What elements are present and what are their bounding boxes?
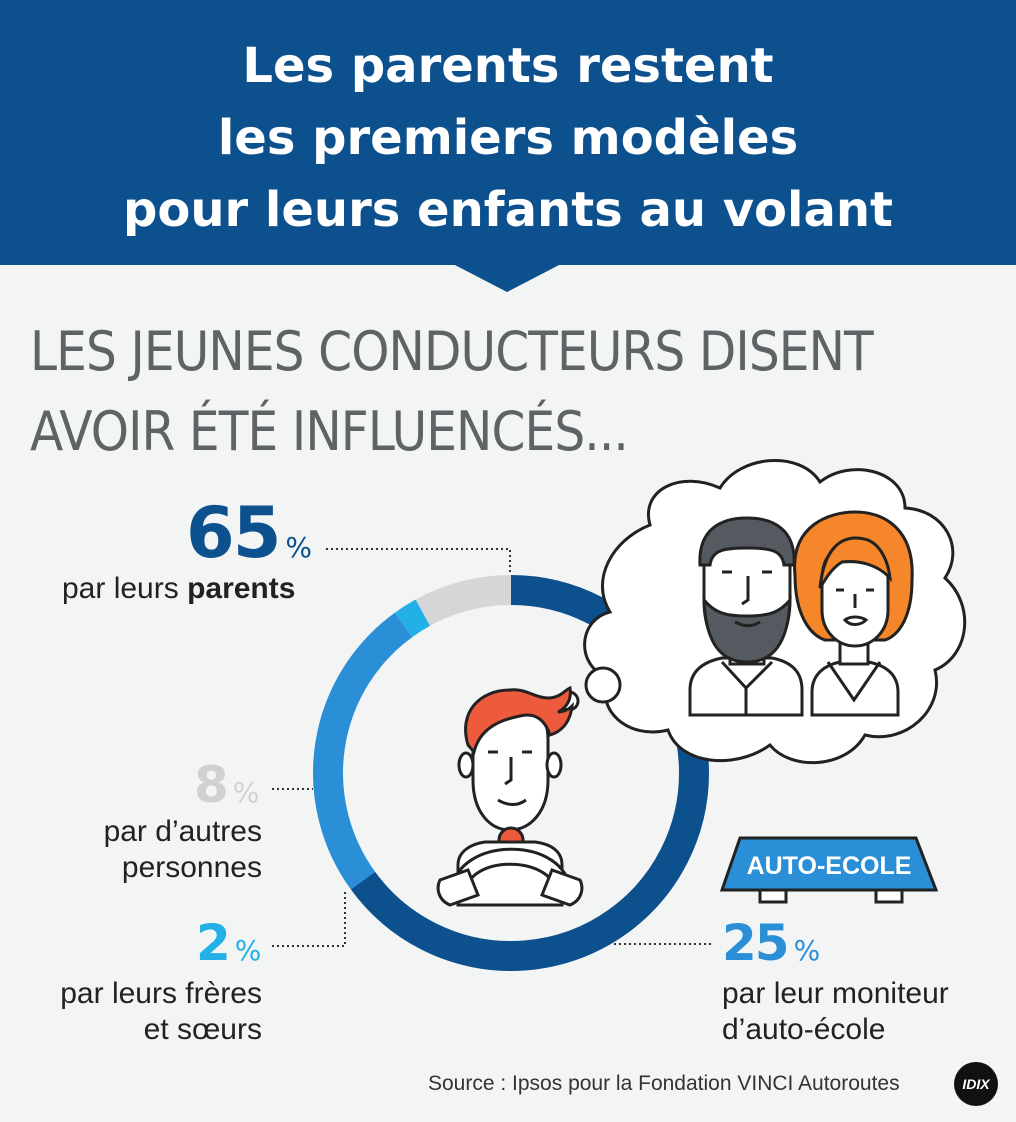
title-banner: [0, 0, 1016, 265]
subtitle-line-2: AVOIR ÉTÉ INFLUENCÉS...: [30, 400, 629, 463]
father-icon: [688, 516, 804, 717]
label-parents-prefix: par leurs: [62, 572, 188, 605]
label-freres: par leurs frères et sœurs: [30, 976, 262, 1048]
label-autres: par d’autres personnes: [86, 814, 262, 886]
donut-segment-autres: [415, 575, 512, 626]
title-line-2: les premiers modèles: [217, 110, 799, 166]
stat-freres-value: 2: [196, 914, 231, 972]
stat-parents-value: 65: [186, 492, 281, 574]
idix-logo: IDIX: [954, 1062, 998, 1106]
stat-autres: 8%: [194, 756, 259, 814]
auto-ecole-sign: [719, 836, 939, 904]
stat-freres: 2%: [196, 914, 261, 972]
label-parents-bold: parents: [187, 572, 296, 605]
title-line-3: pour leurs enfants au volant: [123, 182, 893, 238]
subtitle: LES JEUNES CONDUCTEURS DISENT AVOIR ÉTÉ …: [30, 312, 903, 472]
leader-line-freres: [272, 892, 346, 947]
stat-parents-unit: %: [285, 531, 313, 564]
stat-moniteur-unit: %: [793, 934, 821, 967]
label-moniteur-line-1: par leur moniteur: [722, 977, 949, 1010]
stat-moniteur: 25%: [722, 914, 820, 972]
stat-freres-unit: %: [234, 934, 262, 967]
donut-segment-freres: [394, 599, 431, 638]
label-autres-line-2: personnes: [121, 851, 262, 884]
label-freres-line-2: et sœurs: [143, 1013, 262, 1046]
label-autres-line-1: par d’autres: [103, 815, 262, 848]
mother-icon: [793, 510, 914, 717]
label-moniteur: par leur moniteur d’auto-école: [722, 976, 949, 1048]
stat-parents: 65%: [186, 492, 312, 574]
donut-segment-moniteur: [313, 612, 413, 890]
leader-line-parents: [326, 548, 511, 575]
auto-ecole-sign-label: AUTO-ECOLE: [746, 852, 912, 880]
subtitle-line-1: LES JEUNES CONDUCTEURS DISENT: [30, 320, 874, 383]
stat-moniteur-value: 25: [722, 914, 790, 972]
page-title: Les parents restent les premiers modèles…: [0, 30, 1016, 246]
stat-autres-unit: %: [232, 776, 260, 809]
thought-dot-large: [584, 666, 622, 704]
label-parents: par leurs parents: [62, 571, 295, 607]
label-freres-line-1: par leurs frères: [60, 977, 262, 1010]
source-note: Source : Ipsos pour la Fondation VINCI A…: [428, 1072, 900, 1095]
label-moniteur-line-2: d’auto-école: [722, 1013, 886, 1046]
leader-lines: [272, 548, 712, 947]
title-line-1: Les parents restent: [242, 38, 774, 94]
young-driver-icon: [436, 685, 584, 907]
banner-pointer: [453, 264, 561, 292]
stat-autres-value: 8: [194, 756, 229, 814]
